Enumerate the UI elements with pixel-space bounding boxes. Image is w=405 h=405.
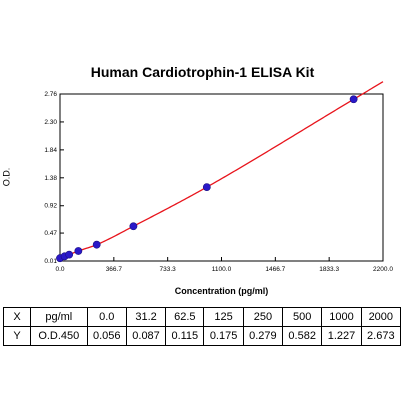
table-cell: 125	[203, 307, 244, 327]
table-cell: Y	[3, 326, 31, 346]
y-tick-label: 0.01	[44, 258, 57, 265]
table-cell: pg/ml	[30, 307, 88, 327]
table-cell: 1000	[321, 307, 362, 327]
table-cell: 500	[282, 307, 323, 327]
y-tick-label: 2.30	[44, 119, 57, 126]
table-cell: 0.175	[203, 326, 244, 346]
data-point	[92, 240, 101, 249]
y-tick-label: 0.92	[44, 203, 57, 210]
data-point	[74, 247, 83, 255]
y-tick-label: 0.47	[44, 230, 57, 237]
table-row-x: X pg/ml 0.0 31.2 62.5 125 250 500 1000 2…	[3, 307, 402, 327]
x-tick-label: 1466.7	[265, 266, 285, 273]
data-point	[65, 250, 74, 259]
table-cell: 2000	[360, 307, 402, 327]
x-tick-label: 2200.0	[373, 266, 393, 273]
y-tick-label: 2.76	[44, 91, 57, 98]
table-cell: 62.5	[165, 307, 205, 327]
table-cell: 1.227	[321, 326, 362, 346]
table-cell: 0.056	[86, 326, 127, 346]
y-tick-label: 1.38	[44, 175, 57, 182]
fit-curve	[59, 81, 384, 259]
x-tick-label: 1833.3	[319, 266, 339, 273]
table-cell: 0.115	[165, 326, 205, 346]
plot-area: 0.01 0.47 0.92 1.38 1.84 2.30 2.76 0.0 366.7 733…	[44, 81, 393, 273]
x-tick-label: 0.0	[55, 266, 64, 273]
data-point	[349, 95, 358, 104]
x-tick-label: 366.7	[106, 266, 123, 273]
table-cell: O.D.450	[30, 326, 88, 346]
table-cell: 250	[242, 307, 284, 327]
table-cell: 31.2	[125, 307, 167, 327]
table-cell: 0.0	[86, 307, 127, 327]
x-tick-label: 733.3	[160, 266, 177, 273]
x-axis: 0.0 366.7 733.3 1100.0 1466.7 1833.3 2200.0	[55, 257, 393, 273]
y-tick-label: 1.84	[44, 147, 57, 154]
chart-title: Human Cardiotrophin-1 ELISA Kit	[90, 64, 315, 80]
plot-frame	[59, 93, 384, 262]
table-cell: X	[3, 307, 31, 327]
table-cell: 0.582	[282, 326, 323, 346]
data-point	[202, 183, 211, 191]
y-axis: 0.01 0.47 0.92 1.38 1.84 2.30 2.76	[44, 91, 64, 265]
data-points	[56, 95, 358, 263]
table-cell: 0.087	[125, 326, 167, 346]
data-point	[129, 222, 138, 231]
x-tick-label: 1100.0	[212, 266, 232, 273]
table-row-y: Y O.D.450 0.056 0.087 0.115 0.175 0.279 …	[3, 326, 402, 346]
table-cell: 2.673	[360, 326, 402, 346]
table-cell: 0.279	[242, 326, 284, 346]
x-axis-label: Concentration (pg/ml)	[174, 286, 269, 296]
data-table: X pg/ml 0.0 31.2 62.5 125 250 500 1000 2…	[3, 307, 402, 346]
y-axis-label: O.D.	[1, 167, 12, 187]
